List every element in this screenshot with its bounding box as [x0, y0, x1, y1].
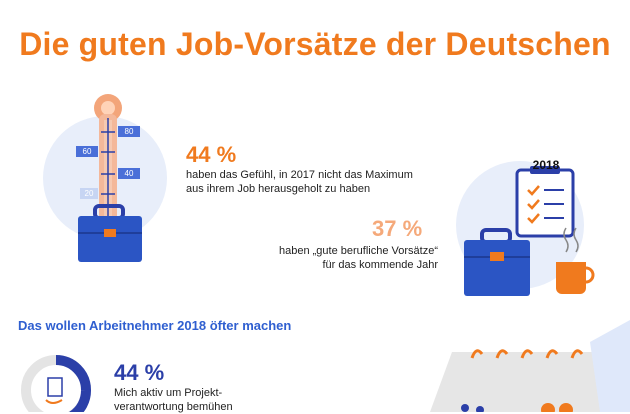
- stat3-text: Mich aktiv um Projekt- verantwortung bem…: [114, 386, 233, 414]
- calendar-year: 2018: [532, 158, 560, 172]
- calendar-icon: [430, 320, 630, 412]
- stat3-percent: 44 %: [114, 360, 165, 385]
- thermo-label-80: 80: [124, 127, 134, 136]
- stat2-line2: für das kommende Jahr: [322, 259, 438, 271]
- briefcase-icon: [78, 204, 142, 262]
- stat1-line1: haben das Gefühl, in 2017 nicht das Maxi…: [186, 169, 413, 181]
- stat1-percent: 44 %: [186, 142, 237, 167]
- section-heading: Das wollen Arbeitnehmer 2018 öfter mache…: [18, 318, 292, 333]
- stat2-text: haben „gute berufliche Vorsätze“ für das…: [276, 244, 438, 272]
- coffee-cup-icon: [556, 227, 595, 294]
- thermometer-icon: [76, 94, 140, 224]
- stat2-percent: 37 %: [372, 216, 423, 241]
- stat2-line1: haben „gute berufliche Vorsätze“: [279, 245, 438, 257]
- stat3-line2: verantwortung bemühen: [114, 401, 233, 413]
- page-title: Die guten Job-Vorsätze der Deutschen: [19, 26, 611, 62]
- stat3-line1: Mich aktiv um Projekt-: [114, 387, 223, 399]
- thermo-label-20: 20: [84, 189, 94, 198]
- stat1-line2: aus ihrem Job herausgeholt zu haben: [186, 183, 371, 195]
- thermo-label-40: 40: [124, 169, 134, 178]
- right-briefcase-icon: [464, 228, 530, 296]
- thermo-label-60: 60: [82, 147, 92, 156]
- clipboard-icon: [515, 166, 575, 238]
- donut-chart: [21, 355, 91, 412]
- stat1-text: haben das Gefühl, in 2017 nicht das Maxi…: [186, 168, 413, 196]
